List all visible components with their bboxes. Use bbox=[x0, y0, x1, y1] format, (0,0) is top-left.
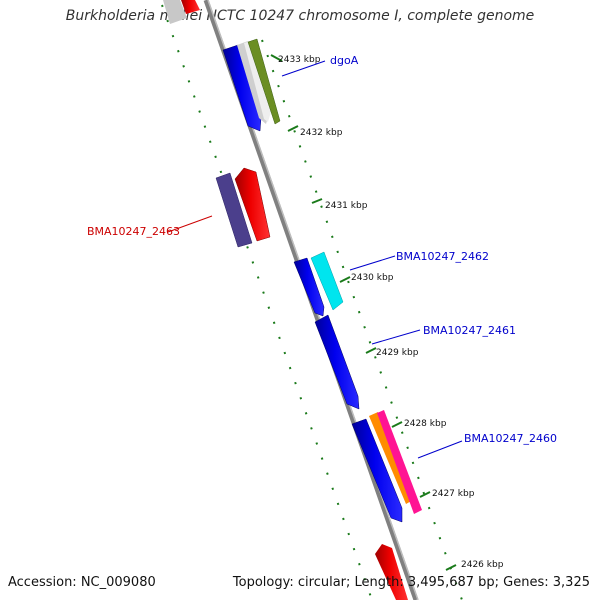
ruler-tick bbox=[339, 276, 351, 283]
gene-label-bma2460: BMA10247_2460 bbox=[464, 432, 557, 445]
gene-label-dgoA: dgoA bbox=[330, 54, 359, 67]
ruler-tick bbox=[311, 198, 323, 204]
forward-strand-genes bbox=[163, 0, 422, 523]
gene-arrow-olive bbox=[247, 38, 281, 125]
ruler-label: 2432 kbp bbox=[300, 128, 343, 138]
topology-text: Topology: circular; Length: 3,495,687 bp… bbox=[232, 575, 590, 590]
gene-arrow-bma2463-purple bbox=[215, 172, 253, 248]
ruler-label: 2431 kbp bbox=[325, 201, 368, 211]
ruler-label: 2433 kbp bbox=[278, 55, 321, 65]
gene-arrow-bma2460-magenta bbox=[377, 410, 422, 514]
gene-label-group: dgoA BMA10247_2463 BMA10247_2462 BMA1024… bbox=[87, 54, 557, 459]
gene-label-bma2463: BMA10247_2463 bbox=[87, 225, 180, 238]
ruler-label: 2427 kbp bbox=[432, 489, 475, 499]
ruler-label: 2429 kbp bbox=[376, 348, 419, 358]
gene-arrow-bma2460-blue bbox=[351, 418, 403, 523]
gene-arrow-bma2463-red bbox=[234, 167, 271, 242]
ruler-tick bbox=[365, 347, 377, 354]
leader-line-bma2462 bbox=[349, 255, 396, 271]
gene-arrow-bottom-red bbox=[375, 544, 408, 600]
gene-arrow-bma2461-blue bbox=[314, 314, 360, 410]
ruler-tick bbox=[270, 54, 283, 62]
ruler-tick bbox=[419, 491, 431, 498]
gene-arrow-bma2462-cyan bbox=[310, 251, 344, 311]
reverse-strand-genes bbox=[215, 167, 408, 600]
gene-arrow-bma2462-blue bbox=[293, 257, 325, 317]
gene-arrow-red-top bbox=[181, 0, 200, 14]
ruler-label: 2428 kbp bbox=[404, 419, 447, 429]
gene-label-bma2461: BMA10247_2461 bbox=[423, 324, 516, 337]
accession-text: Accession: NC_009080 bbox=[8, 575, 156, 590]
ruler-tick bbox=[287, 125, 299, 132]
ruler-label: 2430 kbp bbox=[351, 273, 394, 283]
leader-line-bma2460 bbox=[417, 440, 463, 459]
leader-line-bma2463 bbox=[167, 215, 213, 233]
leader-line-dgoA bbox=[281, 60, 326, 77]
kbp-ruler: 2433 kbp 2432 kbp 2431 kbp 2430 kbp 2429… bbox=[270, 54, 504, 571]
ruler-tick bbox=[445, 564, 457, 571]
gene-arrow-white-grey bbox=[244, 41, 272, 122]
ruler-label: 2426 kbp bbox=[461, 560, 504, 570]
outer-dotted-ring bbox=[261, 39, 463, 600]
gene-label-bma2462: BMA10247_2462 bbox=[396, 250, 489, 263]
leader-line-bma2461 bbox=[371, 329, 421, 345]
gene-arrow-dgoA-blue bbox=[222, 44, 262, 132]
ruler-tick bbox=[391, 421, 403, 428]
gene-arrow-small-grey bbox=[163, 0, 187, 24]
